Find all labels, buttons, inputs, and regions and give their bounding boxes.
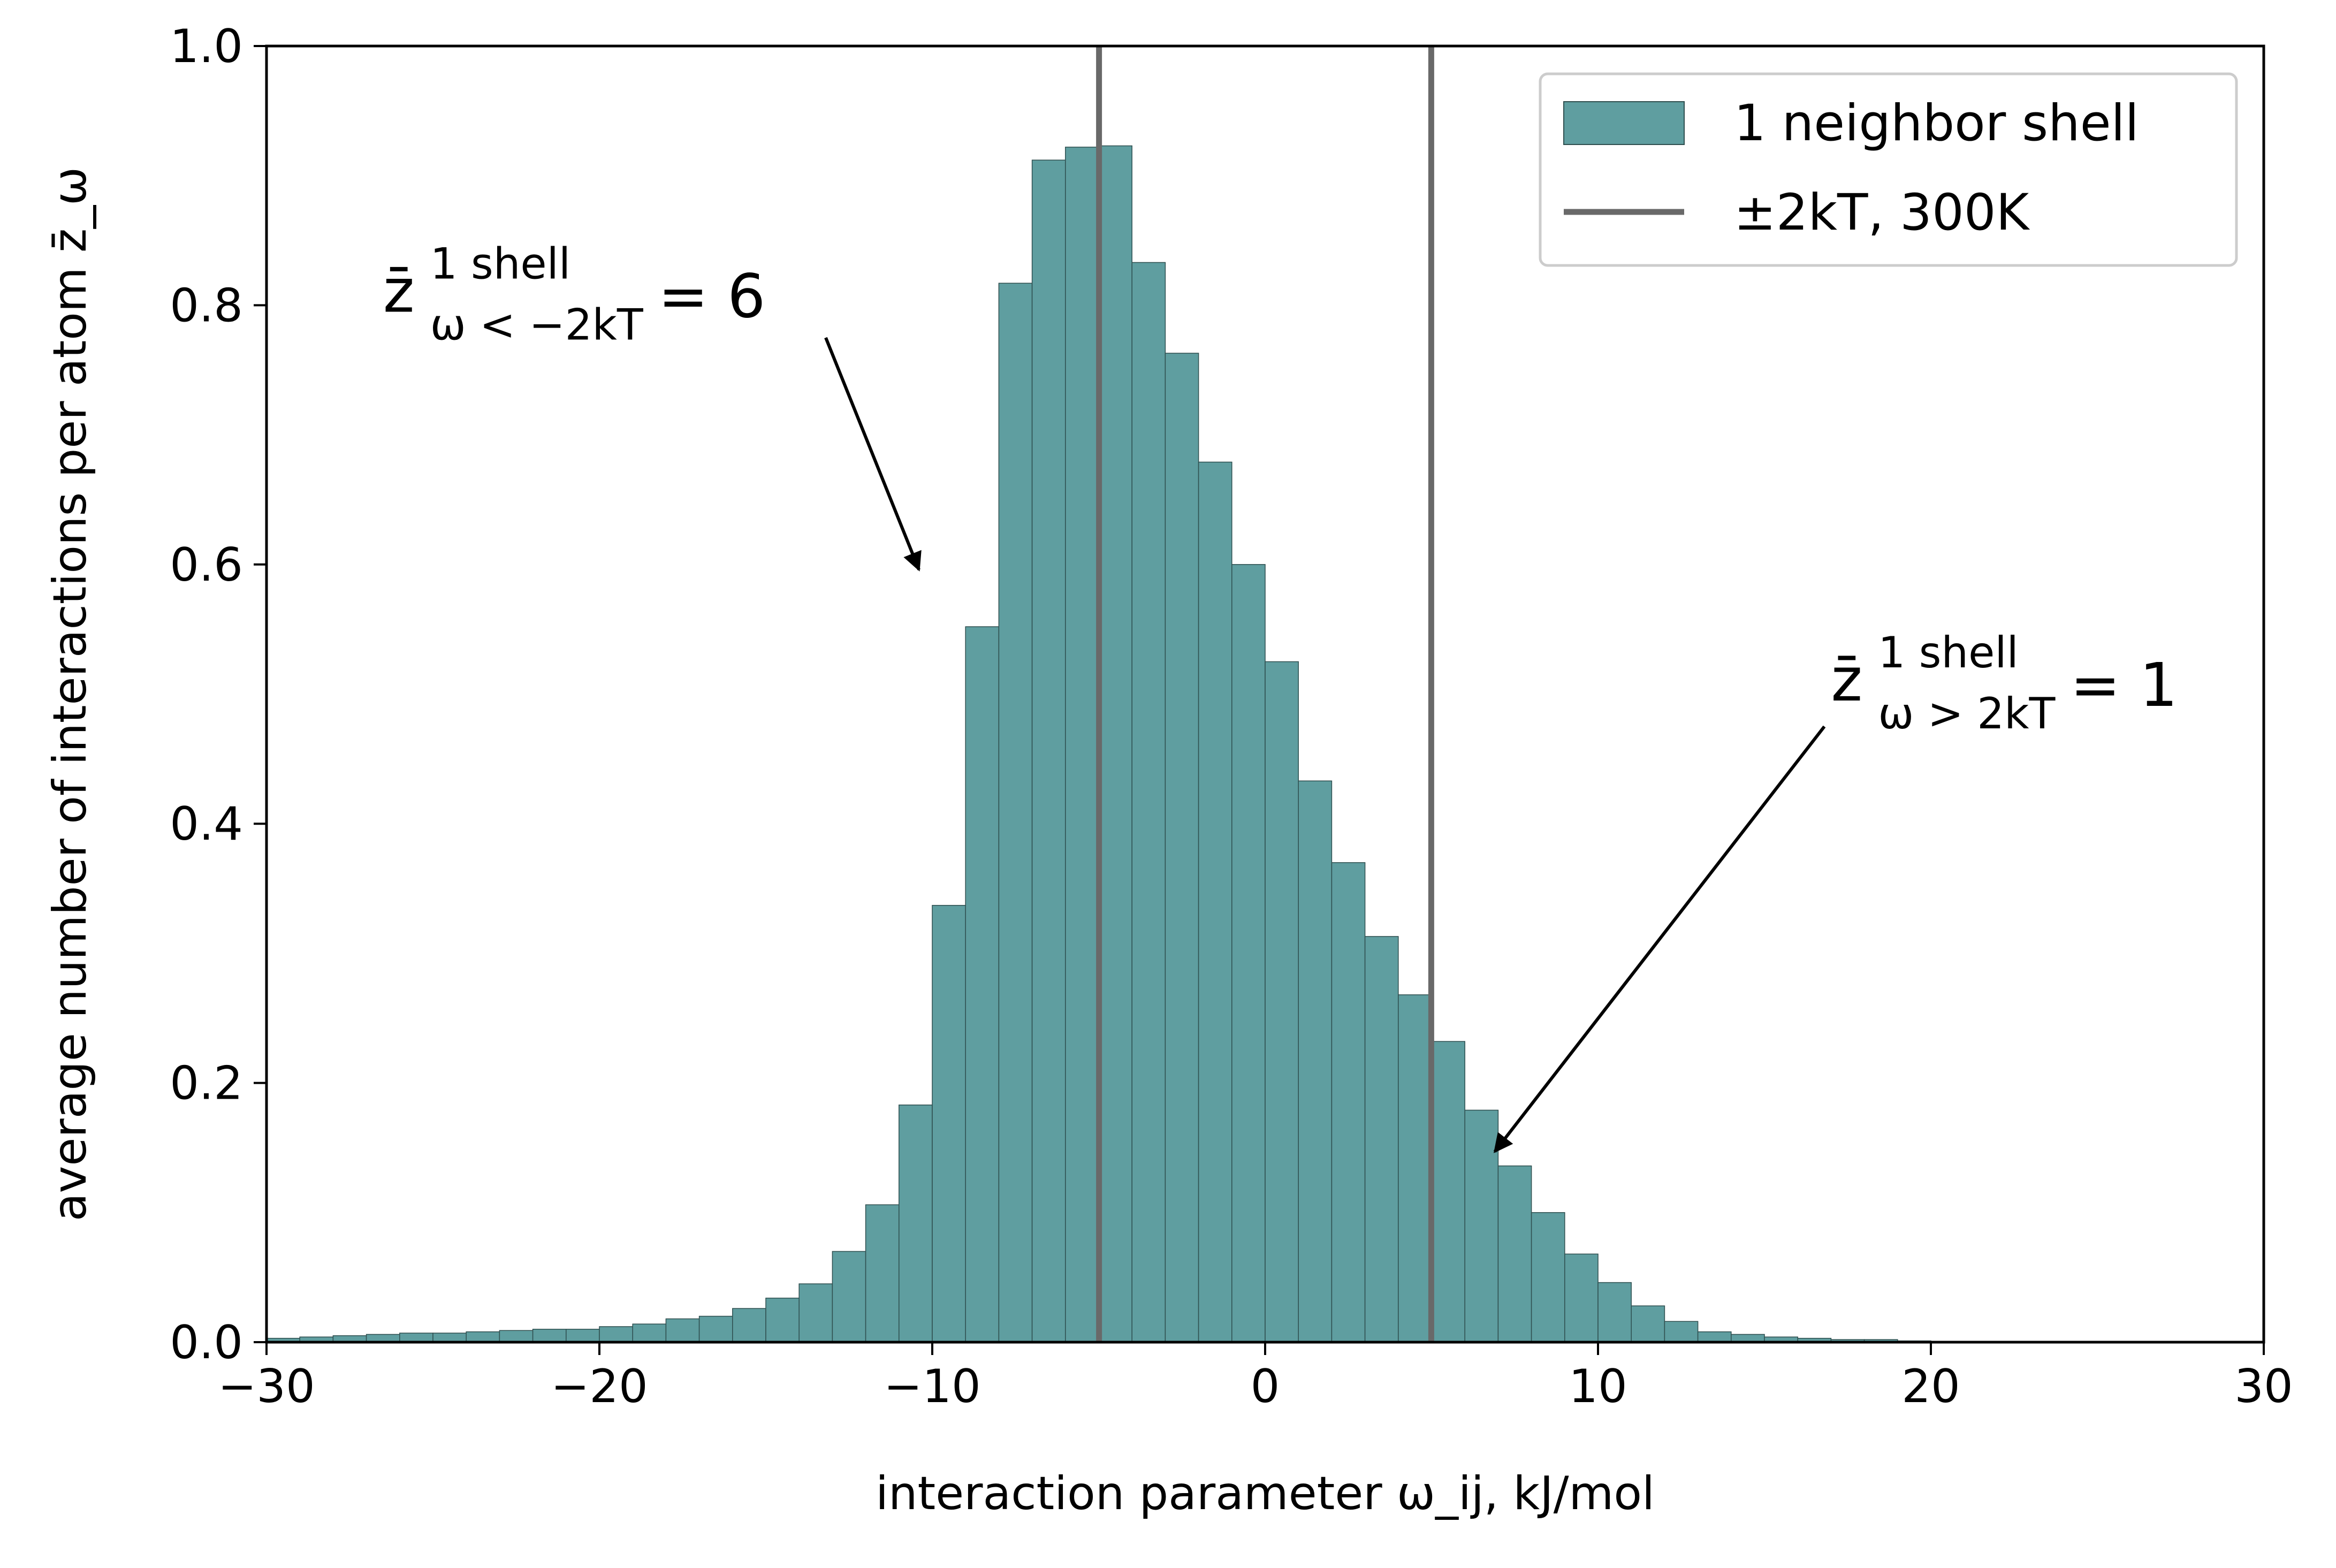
y-tick-label: 0.4 [170, 797, 243, 851]
histogram-bar [1697, 1331, 1732, 1343]
histogram-bar [899, 1105, 933, 1343]
histogram-bar [1464, 1109, 1499, 1343]
annotation: z̄ 1 shell ω > 2kT = 1 [1493, 628, 2178, 1153]
histogram-bar [1031, 159, 1066, 1343]
legend: 1 neighbor shell ±2kT, 300K [1539, 72, 2238, 267]
histogram-bar [1331, 862, 1366, 1343]
annotation-subscript: ω < −2kT [430, 300, 644, 350]
y-tick-label: 0.6 [170, 538, 243, 592]
x-tick-label: 10 [1569, 1360, 1627, 1413]
histogram-bar [466, 1331, 500, 1343]
annotation-superscript: 1 shell [430, 239, 570, 289]
annotation-symbol: z̄ [383, 257, 415, 326]
x-tick-label: −30 [218, 1360, 315, 1413]
histogram-bar [932, 905, 966, 1343]
x-tick-label: 20 [1901, 1360, 1960, 1413]
histogram-bar [998, 283, 1033, 1343]
annotation-subscript: ω > 2kT [1878, 689, 2056, 739]
histogram-bar [665, 1318, 700, 1343]
histogram-bar [732, 1308, 766, 1343]
annotation-value: = 1 [2070, 651, 2178, 720]
annotations: z̄ 1 shell ω < −2kT = 6 z̄ 1 shell ω > 2kT = 1 [383, 239, 2178, 1153]
annotation: z̄ 1 shell ω < −2kT = 6 [383, 239, 922, 572]
histogram-bar [1364, 936, 1399, 1343]
annotation-value: = 6 [658, 262, 766, 332]
histogram-bar [499, 1330, 534, 1343]
histogram-bars [266, 145, 2031, 1343]
annotation-superscript: 1 shell [1878, 628, 2018, 678]
y-tick-label: 0.0 [170, 1316, 243, 1369]
histogram-bar [832, 1251, 866, 1343]
histogram-bar [599, 1326, 633, 1343]
histogram-bar [1431, 1041, 1465, 1343]
histogram-bar [1198, 461, 1232, 1343]
histogram-bar [566, 1329, 600, 1343]
histogram-bar [1664, 1321, 1699, 1343]
histogram-bar [1098, 145, 1132, 1343]
histogram-bar [1131, 262, 1166, 1343]
histogram-bar [1065, 147, 1099, 1343]
x-tick-label: 0 [1251, 1360, 1280, 1413]
histogram-bar [1631, 1305, 1665, 1343]
x-tick-label: −10 [884, 1360, 981, 1413]
y-tick-label: 0.8 [170, 279, 243, 332]
annotation-symbol: z̄ [1831, 645, 1862, 715]
histogram-bar [865, 1204, 900, 1343]
histogram-bar [1165, 353, 1199, 1343]
annotation-arrow [1493, 725, 1826, 1153]
histogram-bar [698, 1315, 733, 1343]
x-axis-label: interaction parameter ω_ij, kJ/mol [876, 1467, 1655, 1520]
reference-lines [1096, 46, 1434, 1342]
histogram-bar [798, 1283, 833, 1343]
histogram-bar [1564, 1253, 1599, 1343]
histogram-bar [1265, 661, 1299, 1343]
histogram-bar [1497, 1165, 1532, 1343]
x-tick-label: −20 [551, 1360, 648, 1413]
y-axis-label: average number of interactions per atom … [43, 167, 97, 1221]
legend-label-threshold: ±2kT, 300K [1734, 184, 2030, 242]
legend-label-histogram: 1 neighbor shell [1734, 94, 2139, 153]
histogram-bar [632, 1323, 667, 1343]
histogram-bar [399, 1333, 433, 1343]
y-tick-label: 1.0 [170, 20, 243, 73]
histogram-bar [1597, 1282, 1632, 1343]
histogram-bar [1231, 564, 1266, 1343]
histogram-bar [432, 1333, 467, 1343]
histogram-bar [1298, 780, 1333, 1343]
histogram-bar [532, 1329, 567, 1343]
histogram-bar [965, 626, 1000, 1343]
x-tick-label: 30 [2234, 1360, 2293, 1413]
histogram-bar [1398, 994, 1432, 1343]
x-axis-ticks: −30 −20 −10 0 10 20 30 [218, 1342, 2293, 1413]
histogram-bar [1531, 1212, 1565, 1343]
legend-frame [1539, 72, 2238, 267]
y-axis-ticks: 0.0 0.2 0.4 0.6 0.8 1.0 [170, 20, 267, 1369]
histogram-bar [765, 1297, 800, 1343]
legend-swatch-histogram [1563, 101, 1685, 145]
annotation-arrow [824, 337, 922, 572]
y-tick-label: 0.2 [170, 1057, 243, 1110]
